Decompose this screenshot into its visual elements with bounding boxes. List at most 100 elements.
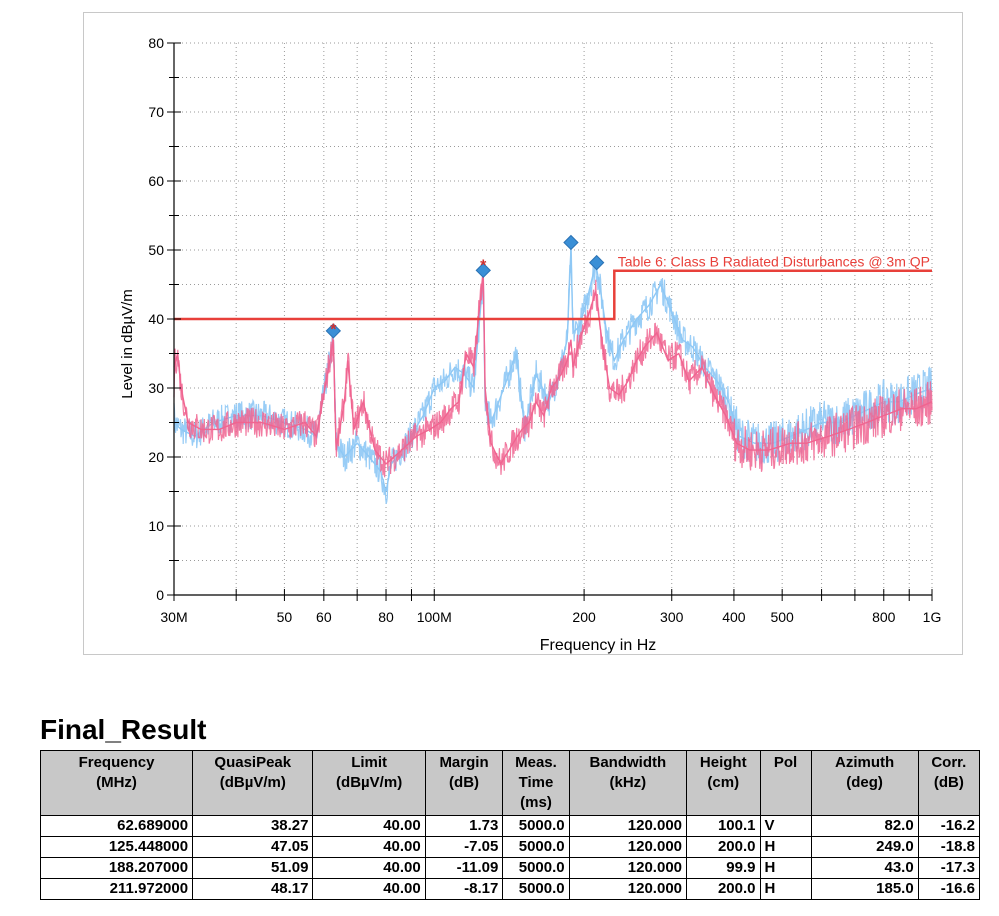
column-header-line: (kHz): [609, 774, 647, 791]
table-cell: 120.000: [568, 878, 688, 900]
table-cell: -11.09: [424, 857, 504, 879]
table-cell: 211.972000: [39, 878, 194, 900]
column-header-line: Azimuth: [835, 754, 895, 771]
table-cell: 120.000: [568, 857, 688, 879]
x-tick-label: 50: [277, 609, 293, 625]
column-header-line: Pol: [773, 754, 798, 771]
table-body: 62.689000 38.27 40.00 1.73 5000.0 120.000 100.…: [39, 815, 981, 900]
table-cell: 62.689000: [39, 815, 194, 837]
y-tick-label: 10: [148, 518, 164, 534]
column-header: Corr. (dB): [917, 750, 981, 816]
table-cell: 5000.0: [502, 857, 570, 879]
column-header-line: (deg): [846, 774, 883, 791]
x-tick-label: 800: [872, 609, 896, 625]
column-header: Pol: [759, 750, 812, 816]
y-tick-label: 60: [148, 173, 164, 189]
table-cell: 48.17: [192, 878, 314, 900]
column-header: Bandwidth (kHz): [568, 750, 688, 816]
limit-line: [174, 269, 932, 321]
table-cell: -16.6: [917, 878, 981, 900]
column-header-line: (cm): [707, 774, 740, 791]
table-cell: 200.0: [686, 836, 761, 858]
x-tick-label: 80: [378, 609, 394, 625]
final-result-title: Final_Result: [40, 714, 207, 745]
column-header-line: Bandwidth: [589, 754, 667, 771]
table-cell: 51.09: [192, 857, 314, 879]
table-cell: 120.000: [568, 815, 688, 837]
table-cell: 1.73: [424, 815, 504, 837]
column-header-line: (ms): [520, 794, 552, 811]
table-cell: 5000.0: [502, 836, 570, 858]
table-row: 211.972000 48.17 40.00 -8.17 5000.0 120.000 20…: [39, 878, 981, 900]
y-tick-label: 40: [148, 311, 164, 327]
column-header: Meas. Time (ms): [502, 750, 570, 816]
table-cell: H: [759, 857, 812, 879]
column-header: Azimuth (deg): [810, 750, 919, 816]
column-header-line: (dBµV/m): [336, 774, 403, 791]
column-header-line: (dBµV/m): [219, 774, 286, 791]
series-group: [173, 237, 933, 505]
table-cell: 125.448000: [39, 836, 194, 858]
table-cell: -18.8: [917, 836, 981, 858]
chart-panel: Table 6: Class B Radiated Disturbances @…: [83, 12, 963, 655]
x-tick-label: 300: [660, 609, 684, 625]
column-header-line: Frequency: [78, 754, 155, 771]
column-header-line: (dB): [449, 774, 480, 791]
y-tick-label: 70: [148, 104, 164, 120]
table-cell: 40.00: [312, 857, 426, 879]
y-tick-label: 80: [148, 35, 164, 51]
table-cell: 249.0: [810, 836, 919, 858]
table-row: 188.207000 51.09 40.00 -11.09 5000.0 120.000 9…: [39, 857, 981, 879]
x-tick-label: 200: [572, 609, 596, 625]
table-cell: 40.00: [312, 815, 426, 837]
peak-marker-asterisk: *: [330, 322, 337, 339]
x-tick-label: 60: [316, 609, 332, 625]
y-tick-label: 20: [148, 449, 164, 465]
table-cell: 43.0: [810, 857, 919, 879]
table-cell: 38.27: [192, 815, 314, 837]
series-trace: [173, 237, 933, 505]
table-cell: -8.17: [424, 878, 504, 900]
table-cell: 40.00: [312, 878, 426, 900]
column-header-line: QuasiPeak: [214, 754, 292, 771]
peak-marker-diamond: [588, 254, 605, 271]
series-line: [173, 270, 933, 466]
peak-marker-asterisk: *: [480, 257, 487, 274]
column-header: Limit (dBµV/m): [312, 750, 426, 816]
column-header-line: (MHz): [96, 774, 137, 791]
table-cell: 100.1: [686, 815, 761, 837]
y-tick-label: 30: [148, 380, 164, 396]
table-cell: H: [759, 836, 812, 858]
x-axis-title: Frequency in Hz: [540, 637, 657, 654]
table-cell: -7.05: [424, 836, 504, 858]
table-cell: 200.0: [686, 878, 761, 900]
column-header-line: (dB): [933, 774, 964, 791]
table-cell: 99.9: [686, 857, 761, 879]
column-header-line: Corr.: [931, 754, 967, 771]
x-tick-label: 100M: [417, 609, 452, 625]
column-header: Height (cm): [686, 750, 761, 816]
table-cell: 5000.0: [502, 815, 570, 837]
y-tick-label: 0: [156, 587, 164, 603]
table-cell: -16.2: [917, 815, 981, 837]
limit-group: Table 6: Class B Radiated Disturbances @…: [174, 254, 932, 321]
column-header-line: Margin: [439, 754, 489, 771]
table-cell: 120.000: [568, 836, 688, 858]
table-cell: 185.0: [810, 878, 919, 900]
table-cell: 40.00: [312, 836, 426, 858]
table-cell: 188.207000: [39, 857, 194, 879]
y-axis-title: Level in dBµV/m: [119, 289, 136, 399]
peak-marker-diamond: [475, 262, 491, 279]
series-line: [173, 249, 933, 492]
column-header: QuasiPeak (dBµV/m): [192, 750, 314, 816]
y-tick-label: 50: [148, 242, 164, 258]
peak-marker-diamond: [563, 234, 579, 251]
x-tick-label: 500: [770, 609, 794, 625]
x-tick-label: 400: [722, 609, 746, 625]
series-trace: [173, 277, 933, 478]
column-header: Frequency (MHz): [39, 750, 194, 816]
marker-group: **: [325, 234, 605, 339]
final-result-table: Frequency (MHz) QuasiPeak (dBµV/m) Limit (dBµ…: [39, 750, 981, 900]
column-header: Margin (dB): [424, 750, 504, 816]
column-header-line: Time: [518, 774, 554, 791]
